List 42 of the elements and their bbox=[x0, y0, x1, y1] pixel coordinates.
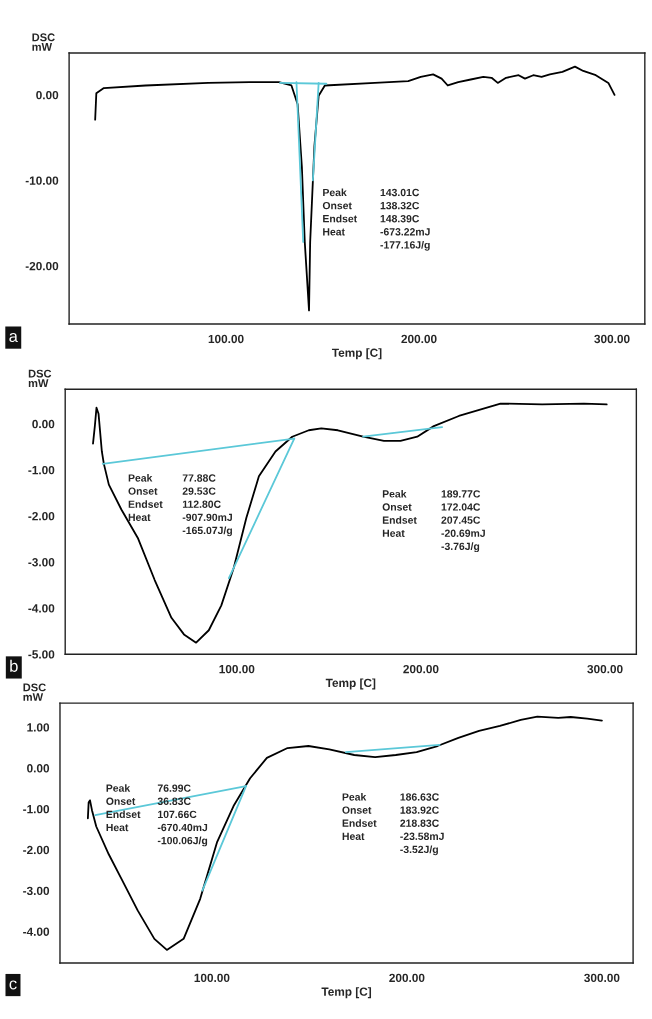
y-tick-label: 0.00 bbox=[36, 90, 59, 100]
x-tick-label: 100.00 bbox=[194, 973, 230, 983]
annotation: 143.01C 138.32C 148.39C -673.22mJ -177.16J/g bbox=[380, 188, 430, 251]
x-tick-label: 200.00 bbox=[401, 334, 437, 344]
x-tick-label: 200.00 bbox=[389, 973, 425, 983]
y-tick-label: -10.00 bbox=[25, 176, 59, 185]
x-axis-title: Temp [C] bbox=[331, 348, 382, 360]
x-tick-label: 100.00 bbox=[219, 664, 255, 674]
y-tick-label: 1.00 bbox=[27, 723, 50, 732]
x-tick-label: 300.00 bbox=[587, 664, 623, 674]
annotation: Peak Onset Endset Heat bbox=[128, 474, 163, 522]
y-tick-label: -3.00 bbox=[28, 558, 55, 567]
y-tick-label: -3.00 bbox=[23, 886, 50, 896]
text: b bbox=[10, 659, 18, 672]
y-axis-title: DSC mW bbox=[28, 369, 52, 387]
x-axis-title: Temp [C] bbox=[321, 987, 372, 999]
annotation: 186.63C 183.92C 218.83C -23.58mJ -3.52J/g bbox=[400, 793, 444, 856]
y-tick-label: -1.00 bbox=[28, 465, 55, 475]
y-axis-title: DSC mW bbox=[32, 33, 55, 51]
x-tick-label: 300.00 bbox=[584, 973, 620, 983]
x-tick-label: 300.00 bbox=[594, 334, 630, 344]
y-tick-label: 0.00 bbox=[32, 419, 55, 429]
annotation: Peak Onset Endset Heat bbox=[106, 784, 141, 832]
y-axis-title: DSC mW bbox=[23, 683, 46, 701]
annotation: 77.88C 29.53C 112.80C -907.90mJ -165.07J/g bbox=[182, 474, 232, 537]
y-tick-label: -1.00 bbox=[23, 804, 50, 814]
x-tick-label: 100.00 bbox=[208, 334, 244, 344]
x-axis-title: Temp [C] bbox=[325, 678, 376, 690]
y-tick-label: -4.00 bbox=[28, 604, 55, 613]
text: c bbox=[9, 980, 17, 990]
y-tick-label: -2.00 bbox=[28, 512, 55, 521]
y-tick-label: -20.00 bbox=[25, 261, 59, 271]
annotation: Peak Onset Endset Heat bbox=[342, 793, 377, 840]
y-tick-label: 0.00 bbox=[27, 764, 50, 773]
y-tick-label: -2.00 bbox=[23, 845, 50, 855]
x-tick-label: 200.00 bbox=[403, 664, 439, 674]
y-tick-label: -4.00 bbox=[23, 927, 50, 936]
annotation: Peak Onset Endset Heat bbox=[322, 188, 358, 236]
annotation: 189.77C 172.04C 207.45C -20.69mJ -3.76J/g bbox=[441, 490, 485, 553]
y-tick-label: -5.00 bbox=[28, 650, 55, 659]
text: a bbox=[9, 332, 18, 343]
annotation: Peak Onset Endset Heat bbox=[382, 489, 417, 537]
